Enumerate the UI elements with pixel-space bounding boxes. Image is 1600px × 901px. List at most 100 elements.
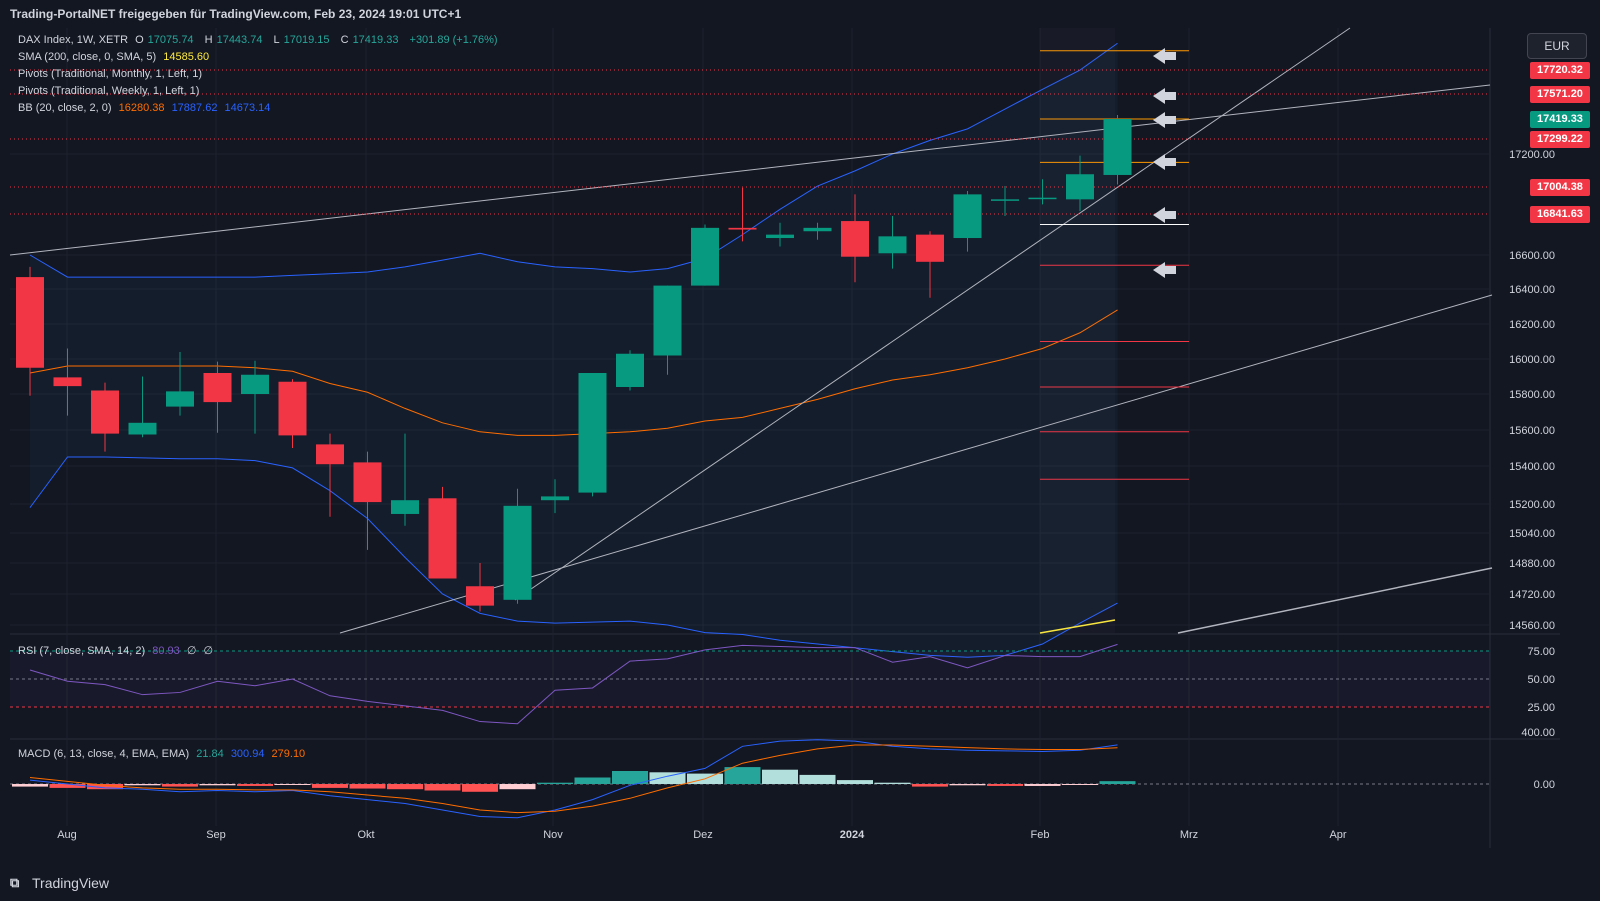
price-tag: 17571.20	[1530, 86, 1590, 103]
attribution-text: Trading-PortalNET freigegeben für Tradin…	[10, 7, 462, 21]
bb-basis-line	[29, 309, 1118, 436]
bb-lower-value: 14673.14	[224, 102, 271, 114]
legend-sma[interactable]: SMA (200, close, 0, SMA, 5) 14585.60	[18, 51, 213, 63]
macd-histogram-bar	[349, 784, 386, 789]
brand-footer: ⧉ TradingView	[0, 866, 1600, 901]
bb-upper-line	[29, 42, 1118, 278]
candle-body	[916, 234, 944, 262]
sma-value: 14585.60	[163, 51, 210, 63]
candle-body	[841, 221, 869, 257]
rsi-label: RSI (7, close, SMA, 14, 2)	[18, 645, 146, 657]
macd-histogram-bar	[87, 784, 123, 790]
rsi-extra1: ∅	[186, 645, 197, 657]
x-tick-label: 2024	[840, 829, 865, 841]
trendline-steep	[514, 27, 1351, 601]
candle-body	[691, 227, 719, 286]
candle-body	[53, 377, 82, 387]
y-tick-label: 16600.00	[1509, 250, 1555, 262]
bb-label: BB (20, close, 2, 0)	[18, 102, 112, 114]
legend-macd[interactable]: MACD (6, 13, close, 4, EMA, EMA) 21.84 3…	[18, 748, 309, 760]
candle-body	[578, 373, 607, 493]
arrow-marker-icon	[1153, 88, 1176, 104]
macd-histogram-bar	[574, 777, 611, 784]
price-pane	[10, 28, 1490, 633]
macd-histogram-bar	[612, 771, 648, 784]
rsi-band-fill	[10, 651, 1490, 707]
legend-rsi[interactable]: RSI (7, close, SMA, 14, 2) 80.93 ∅ ∅	[18, 644, 217, 657]
arrow-marker-icon	[1153, 262, 1176, 278]
legend-pivots-monthly[interactable]: Pivots (Traditional, Monthly, 1, Left, 1…	[18, 68, 206, 80]
rsi-pane	[10, 635, 1490, 738]
legend-main[interactable]: DAX Index, 1W, XETR O 17075.74 H 17443.74 …	[18, 34, 502, 46]
y-tick-label: 15400.00	[1509, 461, 1555, 473]
pivots-monthly-label: Pivots (Traditional, Monthly, 1, Left, 1…	[18, 68, 203, 80]
arrow-marker-icon	[1153, 207, 1176, 223]
macd-line	[29, 739, 1118, 819]
y-tick-label: 14880.00	[1509, 558, 1555, 570]
currency-selector[interactable]: EUR	[1527, 33, 1587, 59]
macd-histogram-bar	[874, 782, 911, 784]
macd-hist-value: 21.84	[196, 748, 224, 760]
candle-body	[953, 194, 982, 239]
x-tick-label: Nov	[543, 829, 563, 841]
macd-histogram-bar	[312, 784, 348, 788]
legend-open-label: O	[135, 34, 144, 46]
rsi-value: 80.93	[152, 645, 180, 657]
x-tick-label: Mrz	[1180, 829, 1198, 841]
macd-histogram-bar	[274, 784, 311, 785]
macd-histogram-bar	[462, 784, 498, 792]
rsi-level-label: 25.00	[1527, 702, 1555, 714]
y-tick-label: 17200.00	[1509, 149, 1555, 161]
macd-histogram-bar	[237, 784, 273, 786]
y-tick-label: 14560.00	[1509, 620, 1555, 632]
bb-upper-value: 17887.62	[171, 102, 218, 114]
y-tick-label: 15800.00	[1509, 389, 1555, 401]
legend-pivots-weekly[interactable]: Pivots (Traditional, Weekly, 1, Left, 1)	[18, 85, 203, 97]
macd-histogram-bar	[387, 784, 423, 790]
price-tag: 17720.32	[1530, 62, 1590, 79]
y-tick-label: 15200.00	[1509, 499, 1555, 511]
legend-symbol[interactable]: DAX Index, 1W, XETR	[18, 34, 129, 46]
arrow-marker-icon	[1153, 48, 1176, 64]
legend-close-value: 17419.33	[352, 34, 399, 46]
macd-histogram-bar	[162, 784, 198, 787]
candle-body	[16, 277, 44, 368]
legend-close-label: C	[340, 34, 349, 46]
candle-body	[991, 199, 1019, 201]
rsi-level-label: 50.00	[1527, 674, 1555, 686]
macd-tick-label: 400.00	[1521, 727, 1555, 739]
candle-body	[878, 236, 907, 254]
candle-body	[728, 227, 757, 230]
candle-body	[466, 586, 494, 606]
rsi-line	[29, 643, 1118, 725]
macd-histogram-bar	[49, 784, 86, 788]
x-tick-label: Okt	[357, 829, 374, 841]
legend-open: O 17075.74	[135, 34, 197, 46]
macd-histogram-bar	[199, 784, 236, 786]
legend-bb[interactable]: BB (20, close, 2, 0) 16280.38 17887.62 1…	[18, 102, 274, 114]
candle-body	[316, 444, 344, 465]
legend-low-label: L	[273, 34, 280, 46]
legend-open-value: 17075.74	[147, 34, 194, 46]
legend-low-value: 17019.15	[283, 34, 330, 46]
candle-body	[166, 391, 194, 407]
macd-histogram-bar	[124, 784, 161, 786]
macd-signal-line	[29, 744, 1118, 814]
candle-body	[391, 500, 419, 514]
brand-name: TradingView	[32, 875, 110, 891]
macd-tick-label: 0.00	[1534, 779, 1555, 791]
macd-histogram-bar	[1099, 781, 1136, 784]
sma-label: SMA (200, close, 0, SMA, 5)	[18, 51, 157, 63]
candle-body	[241, 374, 269, 394]
legend-high: H 17443.74	[205, 34, 267, 46]
candle-body	[128, 422, 157, 435]
price-tag: 17299.22	[1530, 131, 1590, 148]
y-tick-label: 16000.00	[1509, 354, 1555, 366]
bb-fill	[30, 43, 1118, 658]
y-tick-label: 16200.00	[1509, 319, 1555, 331]
x-tick-label: Dez	[693, 829, 713, 841]
macd-histogram-bar	[949, 784, 986, 786]
candle-body	[91, 390, 119, 434]
candle-body	[1103, 119, 1132, 175]
